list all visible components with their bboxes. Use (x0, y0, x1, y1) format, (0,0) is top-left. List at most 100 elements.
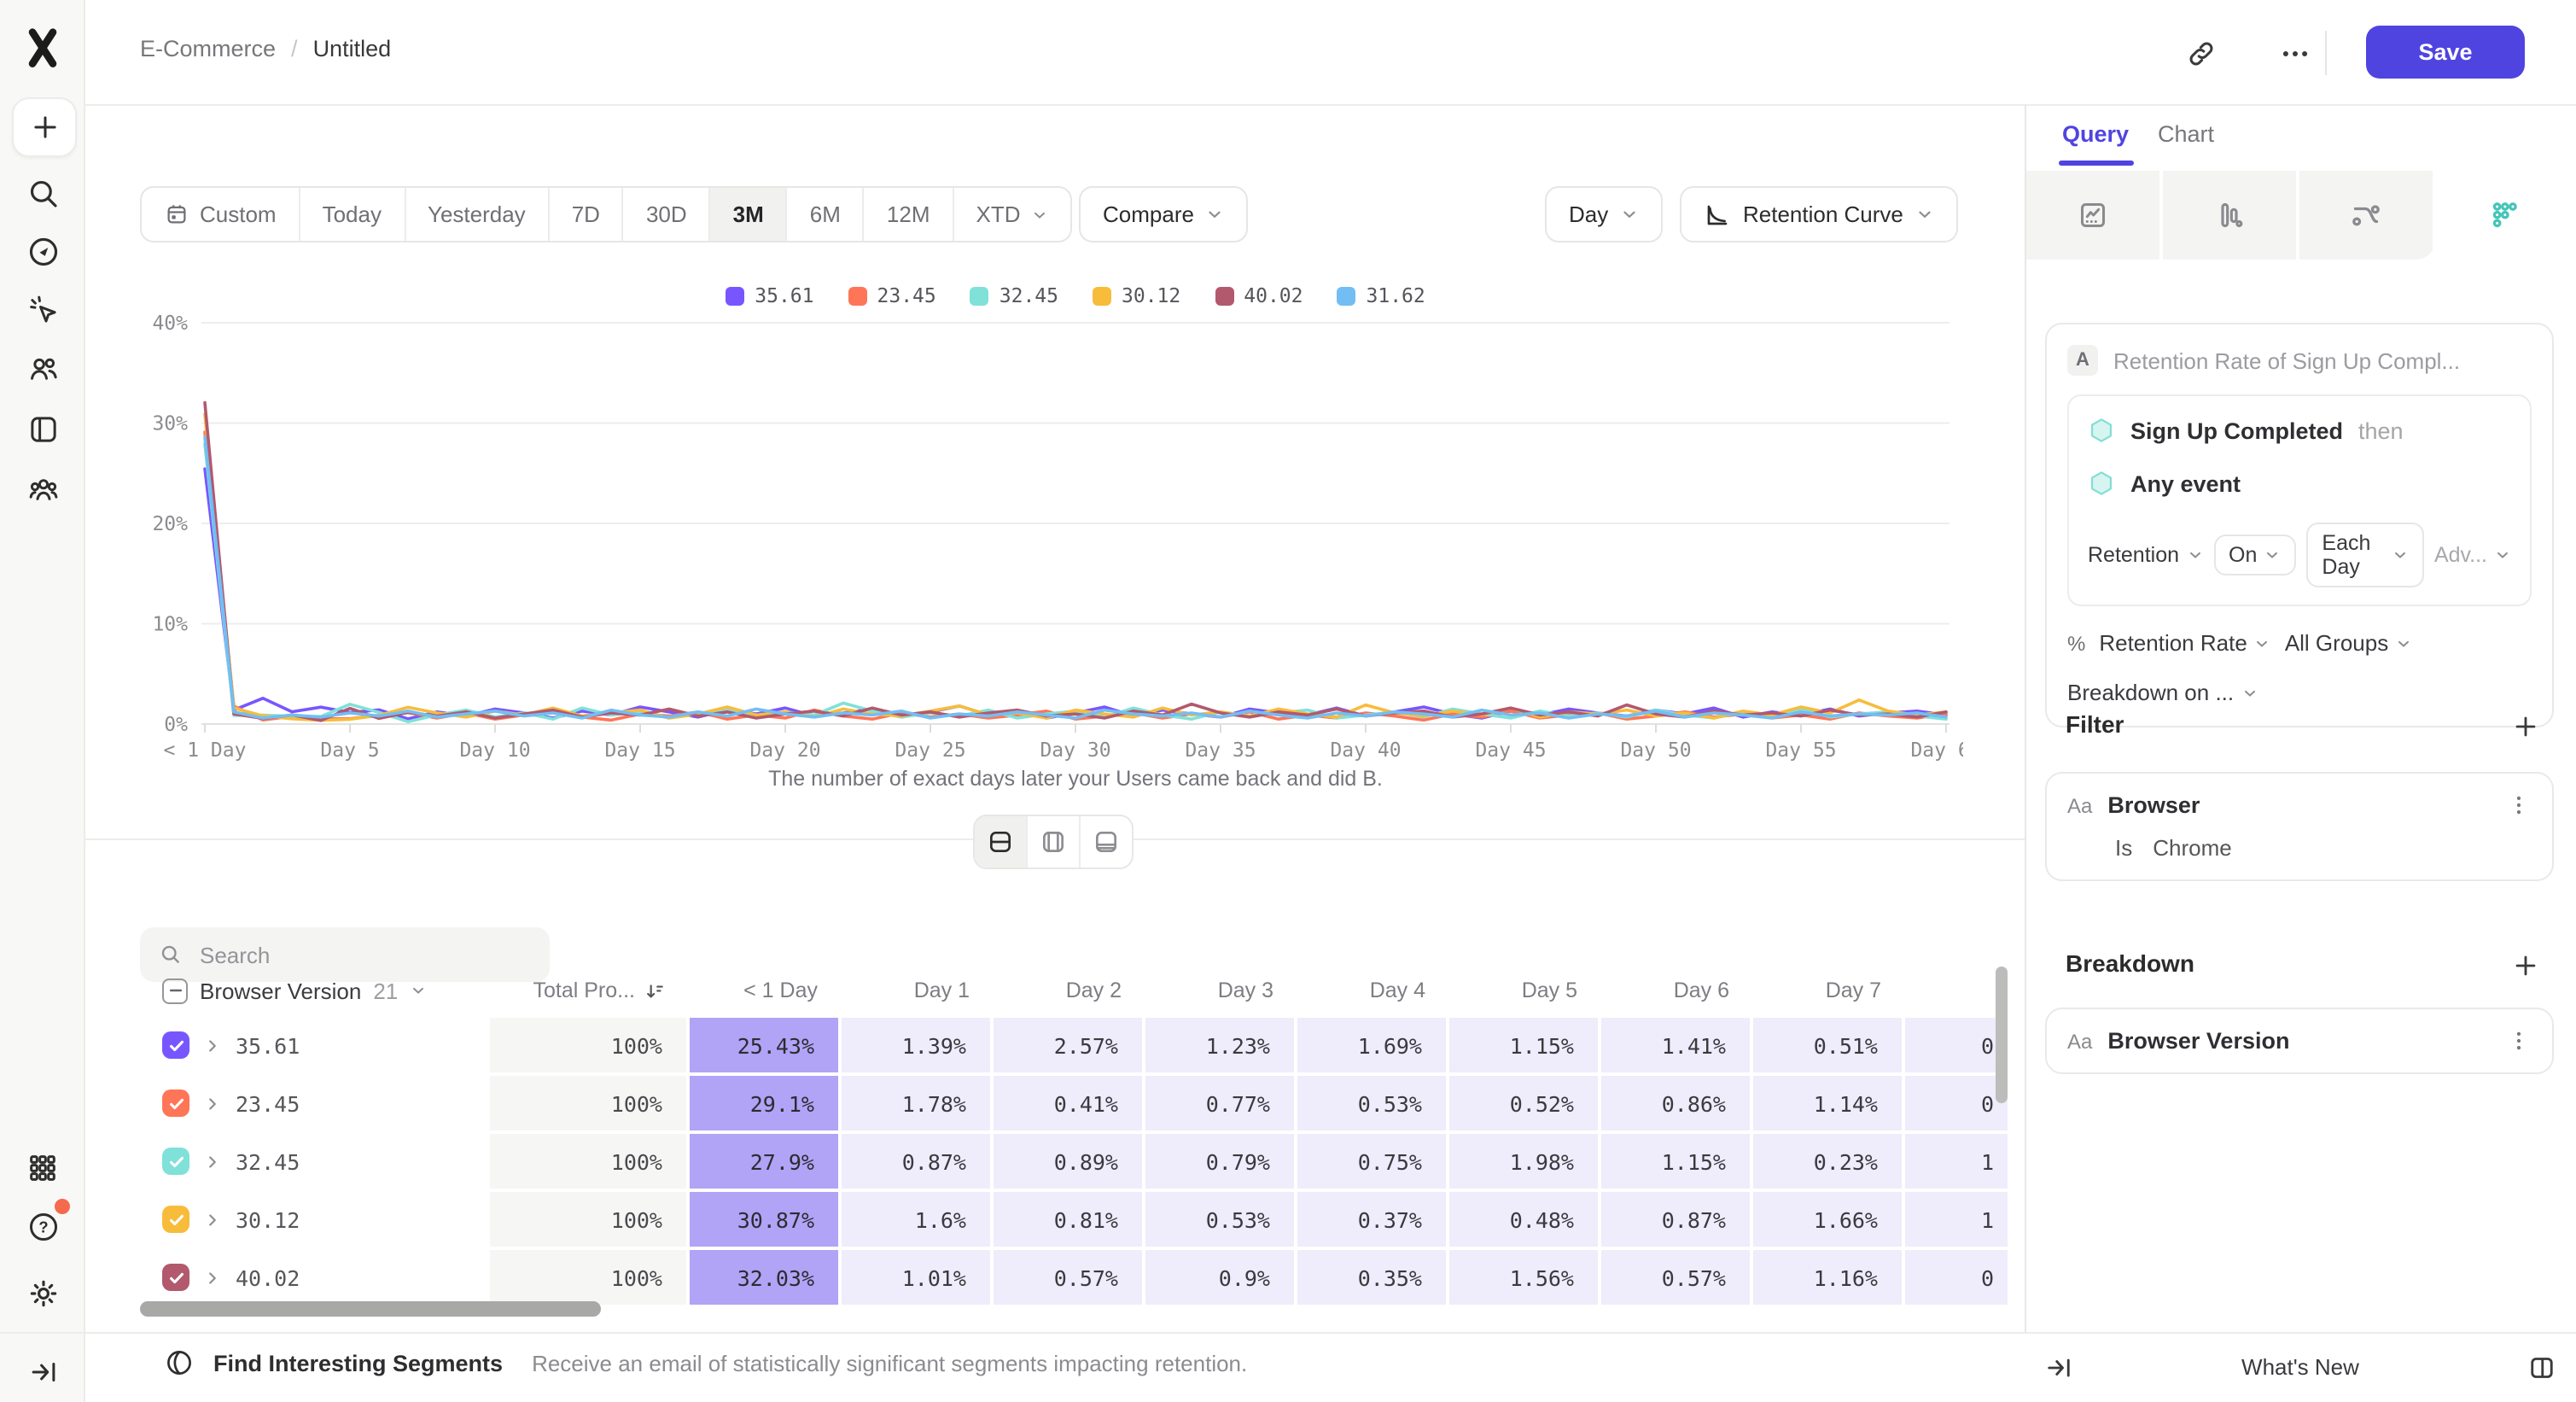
retention-cell[interactable]: 1.6% (842, 1192, 990, 1247)
retention-cell[interactable]: 0.87% (842, 1134, 990, 1189)
retention-cell[interactable]: 0.81% (994, 1192, 1142, 1247)
add-breakdown-button[interactable] (2509, 949, 2540, 980)
add-filter-button[interactable] (2509, 710, 2540, 741)
gear-icon[interactable] (19, 1269, 67, 1317)
retention-cell[interactable]: 1.23% (1145, 1018, 1294, 1072)
each-day-dropdown[interactable]: Each Day (2306, 523, 2424, 587)
board-icon[interactable] (19, 405, 67, 453)
query-title[interactable]: Retention Rate of Sign Up Compl... (2113, 348, 2461, 373)
event-step-2[interactable]: Any event (2088, 470, 2511, 497)
collapse-panel-icon[interactable] (2025, 1352, 2093, 1382)
retention-cell[interactable]: 1.16% (1753, 1250, 1902, 1305)
day-column-header[interactable]: Day 2 (1065, 978, 1122, 1002)
row-label-cell[interactable]: 40.02 (140, 1250, 487, 1305)
table-row[interactable]: 32.45 100% 27.9% 0.87% 0.89% 0.79% 0.75% 1.98% 1… (140, 1130, 2008, 1189)
date-range-12m[interactable]: 12M (865, 188, 954, 241)
row-label-cell[interactable]: 32.45 (140, 1134, 487, 1189)
rate-dropdown[interactable]: Retention Rate (2099, 630, 2270, 656)
date-range-custom[interactable]: Custom (142, 188, 300, 241)
flows-icon[interactable] (2299, 171, 2436, 260)
table-row[interactable]: 35.61 100% 25.43% 1.39% 2.57% 1.23% 1.69% 1.15%… (140, 1014, 2008, 1072)
day-column-header[interactable]: < 1 Day (743, 978, 818, 1002)
retention-cell[interactable]: 32.03% (690, 1250, 838, 1305)
day-column-header[interactable]: Day 4 (1369, 978, 1425, 1002)
retention-cell[interactable]: 0.57% (994, 1250, 1142, 1305)
retention-cell-clipped[interactable]: 0 (1905, 1250, 2008, 1305)
day-column-header[interactable]: Day 1 (913, 978, 970, 1002)
retention-cell[interactable]: 0.77% (1145, 1076, 1294, 1130)
legend-item[interactable]: 40.02 (1215, 283, 1303, 307)
retention-cell[interactable]: 1.66% (1753, 1192, 1902, 1247)
compare-button[interactable]: Compare (1079, 186, 1249, 242)
date-range-7d[interactable]: 7D (550, 188, 624, 241)
retention-cell[interactable]: 0.57% (1601, 1250, 1750, 1305)
save-button[interactable]: Save (2366, 26, 2525, 79)
funnels-icon[interactable] (2163, 171, 2299, 260)
retention-cell[interactable]: 0.86% (1601, 1076, 1750, 1130)
panel-columns-icon[interactable] (2508, 1352, 2576, 1382)
row-label-cell[interactable]: 30.12 (140, 1192, 487, 1247)
retention-cell[interactable]: 1.15% (1601, 1134, 1750, 1189)
retention-dots-icon[interactable] (2436, 171, 2573, 260)
date-range-xtd[interactable]: XTD (954, 188, 1070, 241)
row-label-cell[interactable]: 35.61 (140, 1018, 487, 1072)
vertical-scrollbar[interactable] (1996, 967, 2008, 1103)
date-range-today[interactable]: Today (300, 188, 405, 241)
day-column-header[interactable]: Day 3 (1217, 978, 1273, 1002)
row-checkbox[interactable] (162, 1264, 189, 1291)
search-nav-icon[interactable] (19, 169, 67, 217)
split-view-toggle[interactable] (975, 816, 1028, 867)
breadcrumb-current[interactable]: Untitled (312, 36, 392, 61)
retention-cell[interactable]: 0.48% (1449, 1192, 1598, 1247)
retention-cell[interactable]: 0.53% (1145, 1192, 1294, 1247)
row-checkbox[interactable] (162, 1148, 189, 1175)
advanced-dropdown[interactable]: Adv... (2434, 543, 2511, 567)
retention-cell[interactable]: 0.87% (1601, 1192, 1750, 1247)
retention-cell[interactable]: 1.41% (1601, 1018, 1750, 1072)
on-dropdown[interactable]: On (2213, 535, 2297, 575)
legend-item[interactable]: 32.45 (970, 283, 1058, 307)
insights-icon[interactable] (2026, 171, 2163, 260)
row-checkbox[interactable] (162, 1031, 189, 1059)
table-row[interactable]: 40.02 100% 32.03% 1.01% 0.57% 0.9% 0.35% 1.56% 0… (140, 1247, 2008, 1305)
retention-cell[interactable]: 1.98% (1449, 1134, 1598, 1189)
legend-item[interactable]: 35.61 (726, 283, 814, 307)
groups-dropdown[interactable]: All Groups (2285, 630, 2412, 656)
day-column-header[interactable]: Day 6 (1673, 978, 1729, 1002)
retention-cell[interactable]: 0.9% (1145, 1250, 1294, 1305)
date-range-3m[interactable]: 3M (710, 188, 788, 241)
retention-cell[interactable]: 25.43% (690, 1018, 838, 1072)
kebab-menu-icon[interactable] (2506, 792, 2532, 818)
create-button[interactable] (12, 97, 77, 157)
retention-cell[interactable]: 1.14% (1753, 1076, 1902, 1130)
retention-cell-clipped[interactable]: 1 (1905, 1192, 2008, 1247)
search-input[interactable] (196, 940, 510, 969)
whats-new-link[interactable]: What's New (2241, 1354, 2359, 1380)
retention-cell[interactable]: 30.87% (690, 1192, 838, 1247)
chart-type-button[interactable]: Retention Curve (1680, 186, 1958, 242)
breakdown-card[interactable]: Aa Browser Version (2045, 1008, 2554, 1074)
chart-view-toggle[interactable] (1028, 816, 1081, 867)
date-range-6m[interactable]: 6M (788, 188, 865, 241)
total-column-header[interactable]: Total Pro... (490, 967, 690, 1014)
date-range-30d[interactable]: 30D (624, 188, 711, 241)
retention-cell[interactable]: 0.75% (1297, 1134, 1446, 1189)
retention-cell[interactable]: 1.15% (1449, 1018, 1598, 1072)
retention-cell[interactable]: 1.78% (842, 1076, 990, 1130)
table-view-toggle[interactable] (1081, 816, 1132, 867)
kebab-menu-icon[interactable] (2506, 1028, 2532, 1054)
retention-cell[interactable]: 1.01% (842, 1250, 990, 1305)
retention-cell-clipped[interactable]: 1 (1905, 1134, 2008, 1189)
retention-cell[interactable]: 0.35% (1297, 1250, 1446, 1305)
legend-item[interactable]: 31.62 (1337, 283, 1425, 307)
filter-operator[interactable]: Is (2115, 835, 2133, 861)
chevron-right-icon[interactable] (203, 1036, 222, 1054)
filter-value[interactable]: Chrome (2153, 835, 2232, 861)
chevron-right-icon[interactable] (203, 1152, 222, 1171)
retention-cell[interactable]: 0.79% (1145, 1134, 1294, 1189)
chevron-right-icon[interactable] (203, 1094, 222, 1113)
table-row[interactable]: 23.45 100% 29.1% 1.78% 0.41% 0.77% 0.53% 0.52% 0… (140, 1072, 2008, 1130)
group-column-header[interactable]: Browser Version 21 (140, 967, 490, 1014)
retention-cell[interactable]: 1.56% (1449, 1250, 1598, 1305)
chevron-right-icon[interactable] (203, 1268, 222, 1287)
